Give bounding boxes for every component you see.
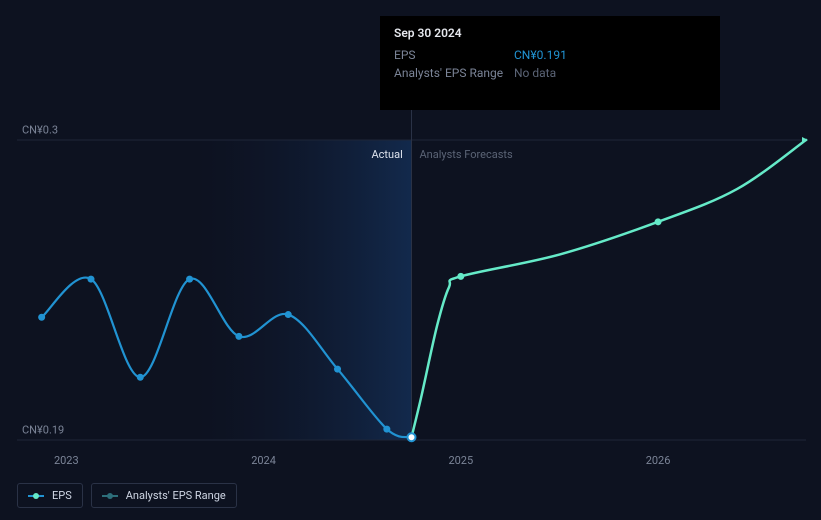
x-axis-label: 2024 bbox=[251, 454, 276, 467]
plot-area[interactable] bbox=[17, 140, 806, 440]
legend-label-eps: EPS bbox=[52, 489, 72, 502]
tooltip-key-range: Analysts' EPS Range bbox=[394, 64, 514, 82]
eps-forecast-chart: CN¥0.3 CN¥0.19 2023 2024 2025 2026 Actual An… bbox=[0, 0, 821, 520]
tooltip-value-range: No data bbox=[514, 64, 706, 82]
legend-eps[interactable]: EPS bbox=[17, 483, 83, 508]
legend-swatch-range bbox=[102, 492, 118, 500]
x-axis-label: 2025 bbox=[448, 454, 473, 467]
forecast-label: Analysts Forecasts bbox=[420, 148, 513, 161]
legend-label-range: Analysts' EPS Range bbox=[126, 489, 226, 502]
tooltip-date: Sep 30 2024 bbox=[394, 26, 706, 40]
actual-label: Actual bbox=[372, 148, 403, 161]
tooltip-value-eps: CN¥0.191 bbox=[514, 46, 706, 64]
y-axis-label: CN¥0.19 bbox=[22, 424, 64, 437]
tooltip-key-eps: EPS bbox=[394, 46, 514, 64]
x-axis-label: 2023 bbox=[54, 454, 79, 467]
x-axis-label: 2026 bbox=[646, 454, 671, 467]
legend-analysts-range[interactable]: Analysts' EPS Range bbox=[91, 483, 237, 508]
chart-svg bbox=[17, 140, 806, 440]
legend-swatch-eps bbox=[28, 492, 44, 500]
hover-tooltip: Sep 30 2024 EPS CN¥0.191 Analysts' EPS R… bbox=[380, 16, 720, 110]
y-axis-label: CN¥0.3 bbox=[22, 124, 58, 137]
legend: EPS Analysts' EPS Range bbox=[17, 483, 237, 508]
